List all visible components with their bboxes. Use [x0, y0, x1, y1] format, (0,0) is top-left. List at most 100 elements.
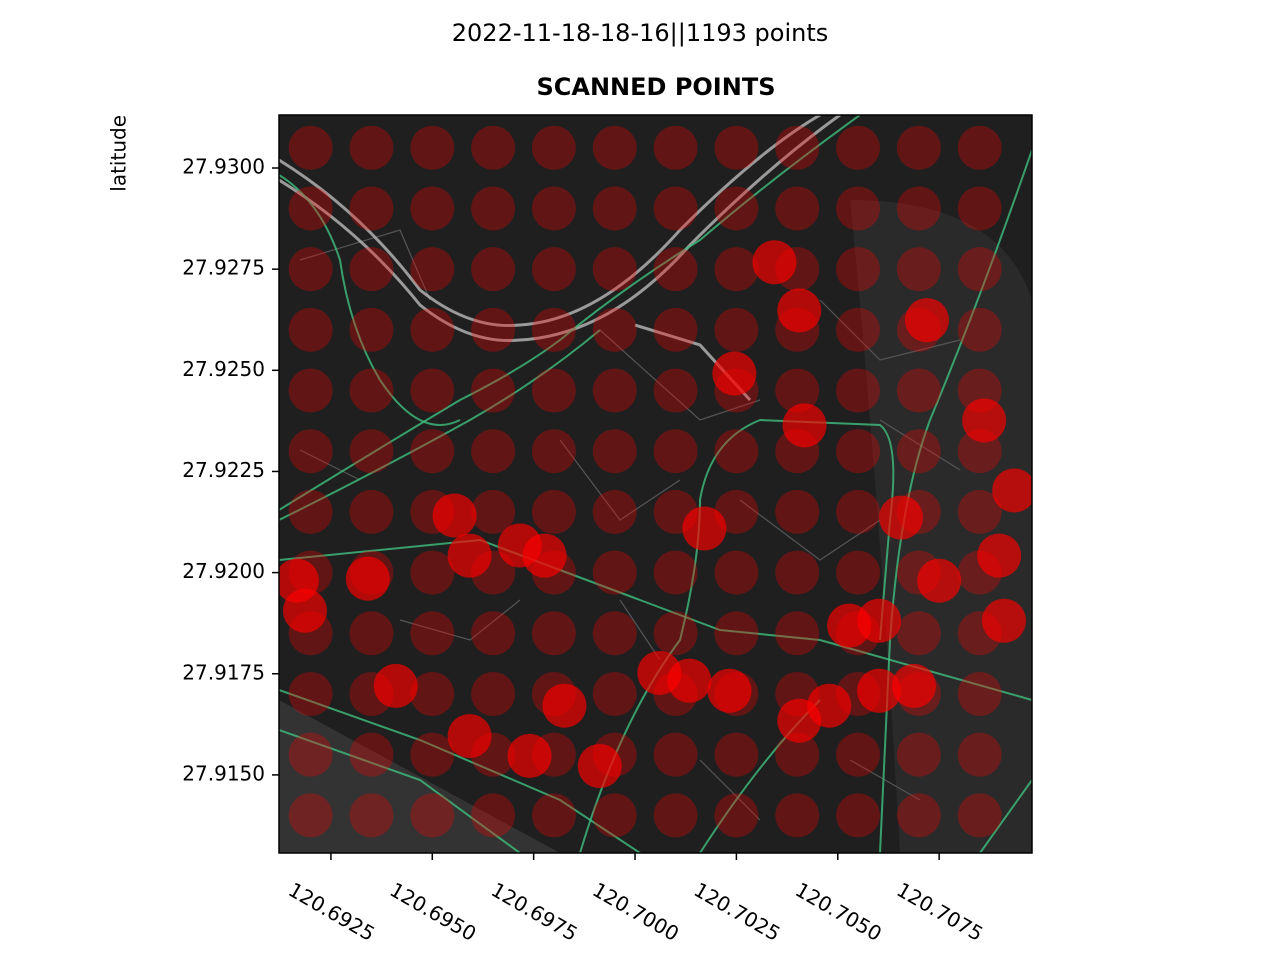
scan-point	[279, 558, 319, 603]
scan-point	[917, 558, 962, 603]
scan-point	[653, 732, 698, 777]
scan-point	[577, 744, 622, 789]
scan-point	[896, 489, 941, 534]
scan-point	[857, 668, 902, 713]
scan-point	[653, 307, 698, 352]
scan-point	[807, 683, 852, 728]
scan-point	[712, 351, 757, 396]
scan-point	[896, 793, 941, 838]
scan-point	[349, 186, 394, 231]
scan-point	[714, 793, 759, 838]
scan-point	[777, 288, 822, 333]
scan-point	[653, 125, 698, 170]
scan-point	[592, 732, 637, 777]
scan-point	[288, 671, 333, 716]
y-tick-label: 27.9225	[182, 458, 265, 482]
scan-point	[447, 533, 492, 578]
scan-point	[637, 650, 682, 695]
scan-point	[712, 351, 757, 396]
scan-point	[896, 125, 941, 170]
scan-point	[531, 247, 576, 292]
scan-point	[714, 368, 759, 413]
scan-point	[637, 650, 682, 695]
scan-point	[957, 489, 1002, 534]
scan-point	[775, 793, 820, 838]
scan-point	[447, 533, 492, 578]
y-tick-label: 27.9175	[182, 660, 265, 684]
scan-point	[349, 671, 394, 716]
scan-point	[836, 125, 881, 170]
scan-point	[288, 429, 333, 474]
scan-point	[349, 125, 394, 170]
scan-point	[977, 533, 1022, 578]
scan-point	[857, 668, 902, 713]
scan-point	[592, 125, 637, 170]
plot-frame	[278, 114, 1033, 854]
scan-point	[471, 671, 516, 716]
scan-point	[714, 247, 759, 292]
scan-point	[957, 368, 1002, 413]
chart-title: SCANNED POINTS	[537, 73, 776, 101]
scan-point	[782, 403, 827, 448]
scan-point	[507, 733, 552, 778]
x-tick-label: 120.6975	[487, 877, 582, 946]
scan-point	[288, 550, 333, 595]
scan-point	[288, 125, 333, 170]
scan-point	[349, 611, 394, 656]
scan-point	[349, 489, 394, 534]
scan-point	[531, 429, 576, 474]
scan-point	[917, 558, 962, 603]
scan-point	[896, 611, 941, 656]
scan-point	[471, 793, 516, 838]
scan-point	[349, 247, 394, 292]
scan-point	[775, 732, 820, 777]
scan-point	[775, 125, 820, 170]
scan-point	[410, 671, 455, 716]
scan-point	[896, 186, 941, 231]
scan-point	[349, 732, 394, 777]
scan-point	[904, 298, 949, 343]
scan-point	[531, 368, 576, 413]
scan-point	[707, 668, 752, 713]
scan-point	[714, 550, 759, 595]
suptitle: 2022-11-18-18-16||1193 points	[452, 19, 828, 47]
scan-point	[288, 247, 333, 292]
scan-point	[432, 493, 477, 538]
scan-point	[836, 732, 881, 777]
scan-point	[497, 523, 542, 568]
scan-point	[447, 714, 492, 759]
scan-point	[892, 663, 937, 708]
scan-point	[667, 658, 712, 703]
scan-point	[288, 793, 333, 838]
scan-point	[682, 506, 727, 551]
scan-point	[777, 698, 822, 743]
scan-point	[667, 658, 712, 703]
scan-point	[892, 663, 937, 708]
scan-point	[282, 588, 327, 633]
x-tick-label: 120.7075	[893, 877, 988, 946]
points-layer	[279, 125, 1032, 838]
scan-point	[410, 429, 455, 474]
scan-point	[682, 506, 727, 551]
scan-point	[957, 611, 1002, 656]
scan-point	[577, 744, 622, 789]
scan-point	[410, 732, 455, 777]
scan-point	[775, 368, 820, 413]
scan-point	[896, 247, 941, 292]
scan-point	[432, 493, 477, 538]
scan-point	[349, 550, 394, 595]
scan-point	[775, 611, 820, 656]
scan-point	[471, 307, 516, 352]
scan-point	[857, 668, 902, 713]
y-tick-label: 27.9200	[182, 559, 265, 583]
scan-point	[522, 533, 567, 578]
scan-point	[857, 598, 902, 643]
scan-point	[775, 429, 820, 474]
scan-point	[896, 307, 941, 352]
scan-point	[836, 489, 881, 534]
scan-point	[836, 550, 881, 595]
scan-point	[836, 793, 881, 838]
scan-point	[373, 663, 418, 708]
scan-point	[807, 683, 852, 728]
scan-point	[982, 598, 1027, 643]
